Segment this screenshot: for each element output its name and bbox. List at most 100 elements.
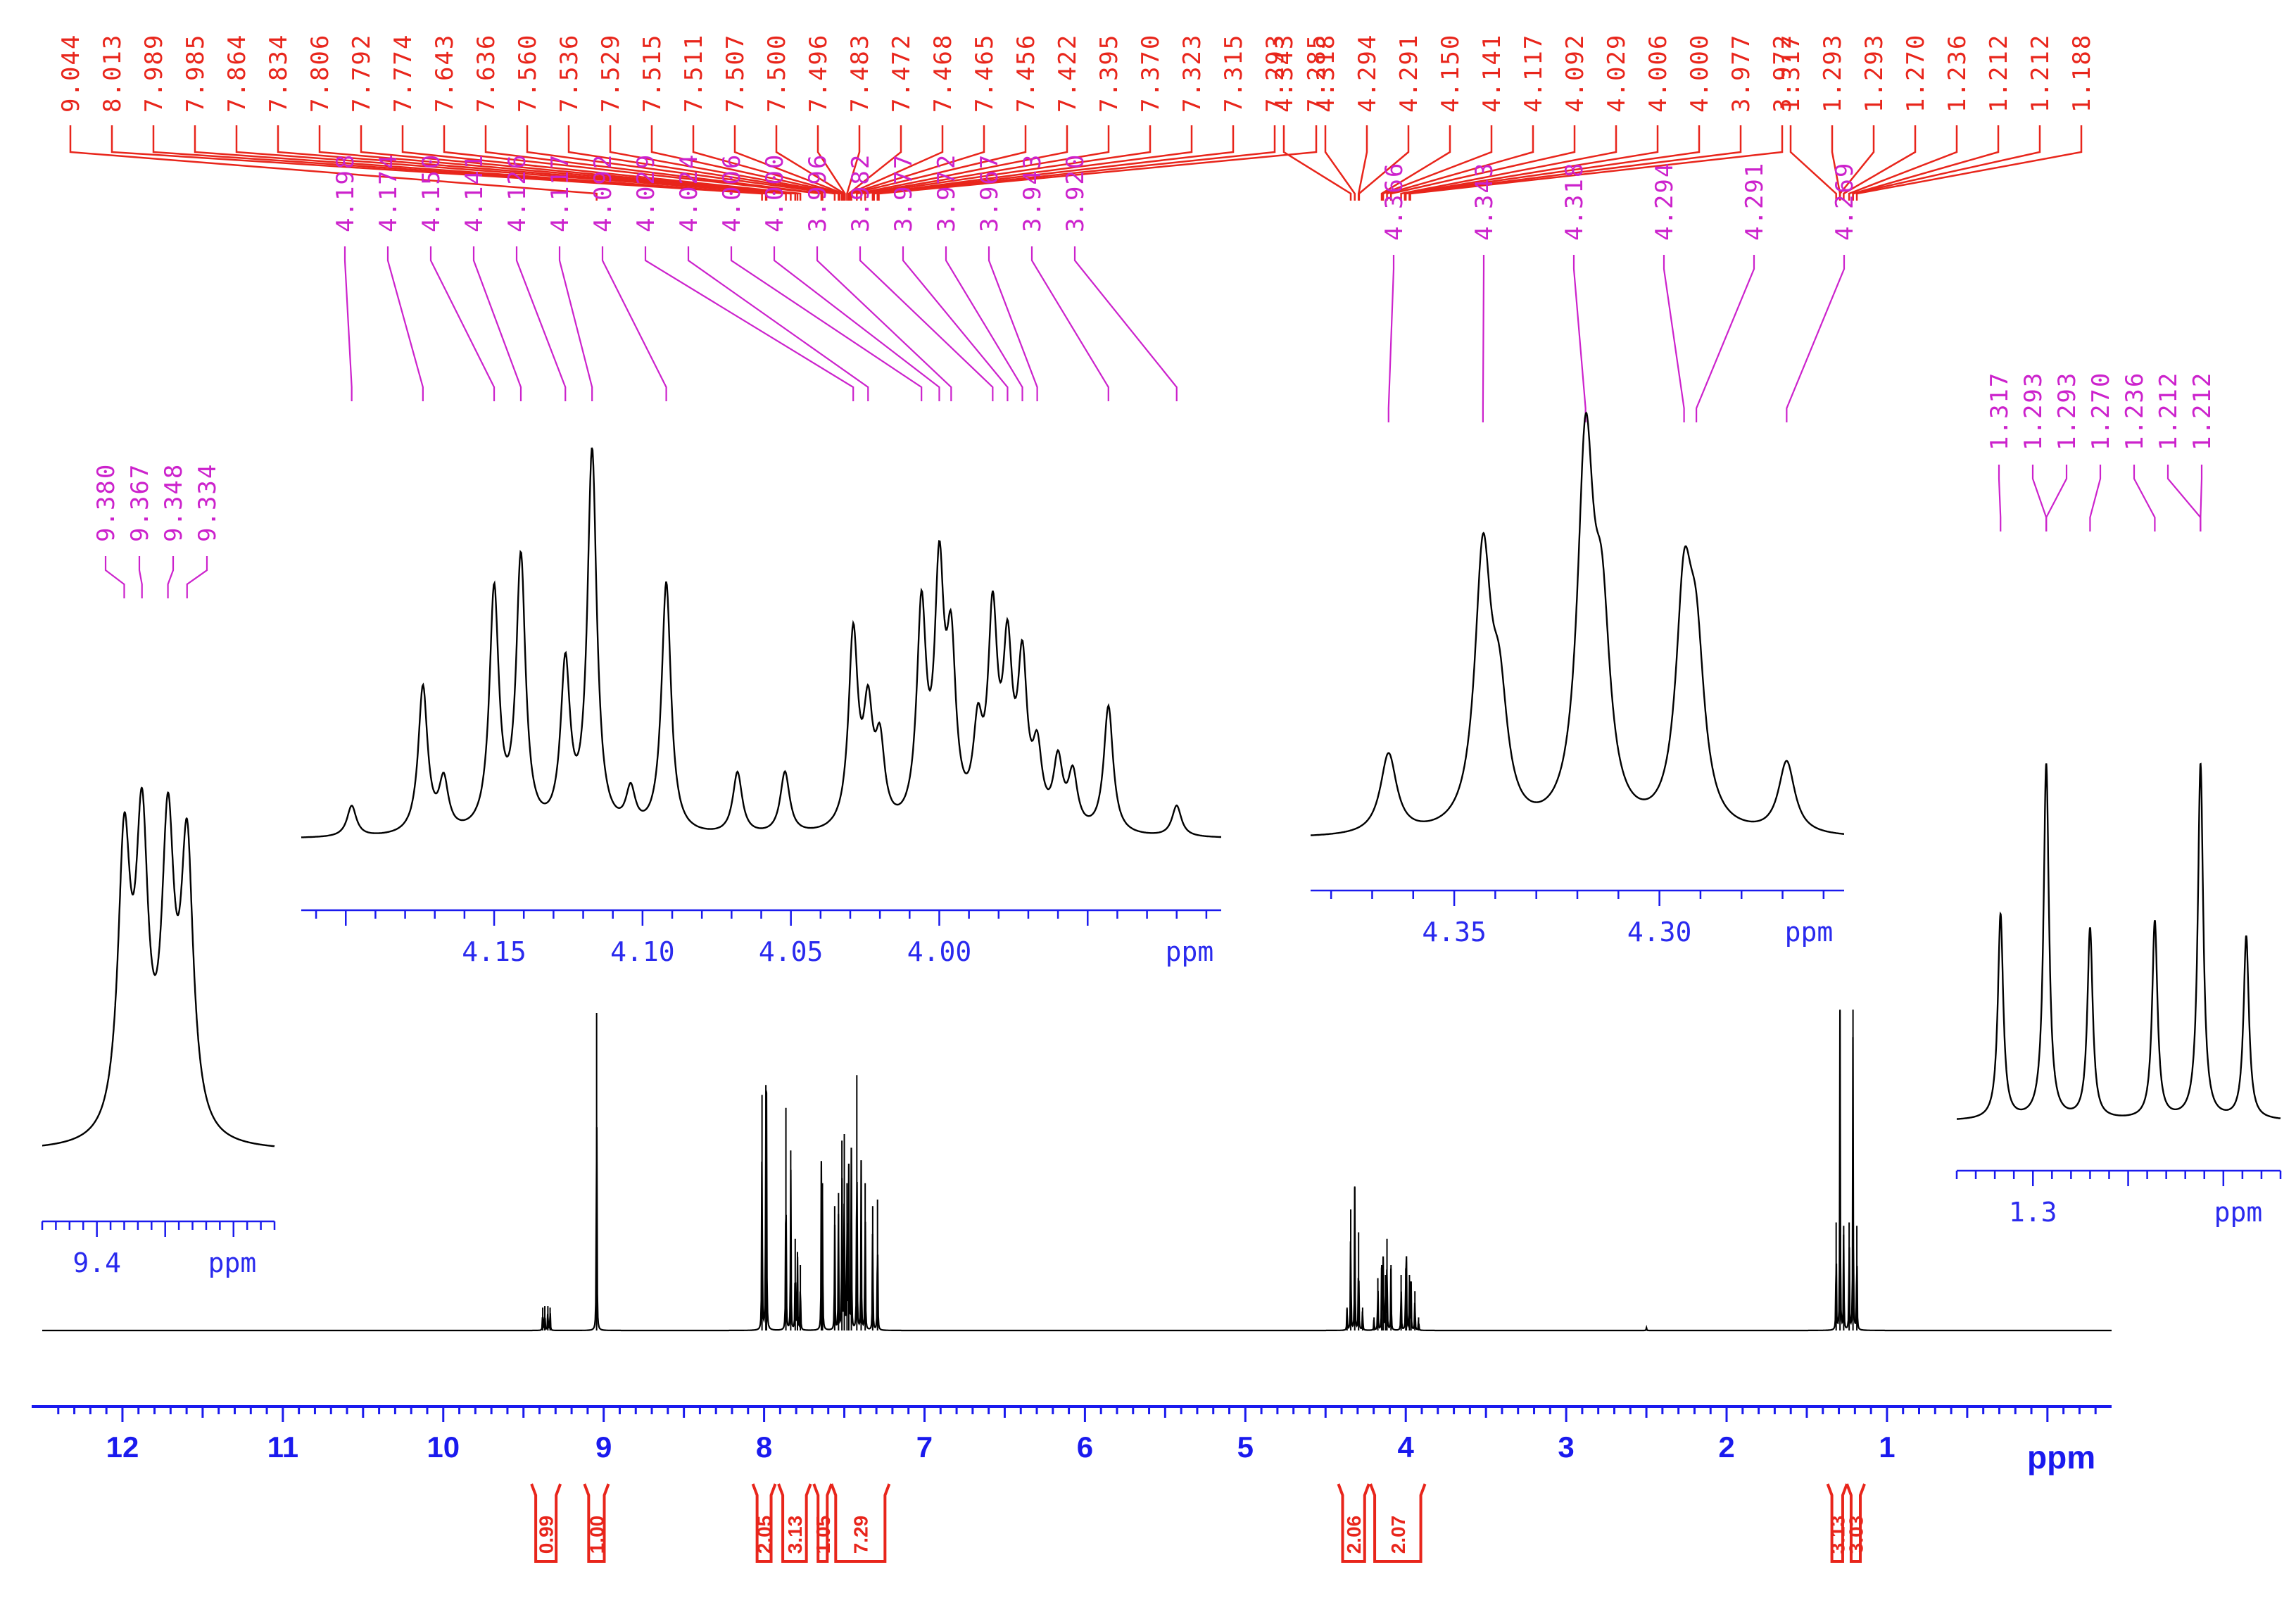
- peak-label: 7.315: [1220, 34, 1248, 113]
- peak-label: 7.468: [929, 34, 957, 113]
- peak-leader-line: [1409, 125, 1784, 201]
- peak-label: 7.989: [140, 34, 168, 113]
- inset-peak-label: 4.366: [1380, 162, 1408, 241]
- inset-leader-line: [687, 246, 869, 401]
- peak-leader-line: [864, 125, 1152, 201]
- main-axis-unit-label: ppm: [2027, 1439, 2095, 1476]
- peak-leader-line: [360, 125, 799, 201]
- main-spectrum: [42, 1009, 2112, 1332]
- peak-label: 1.188: [2068, 34, 2096, 113]
- inset-peak-label: 9.380: [92, 463, 120, 542]
- inset-leader-line: [988, 246, 1038, 401]
- peak-leader-line: [443, 125, 823, 201]
- main-axis-tick-label: 11: [267, 1430, 298, 1464]
- main-axis-tick-label: 8: [756, 1430, 772, 1464]
- inset-leader-line: [515, 246, 567, 401]
- integral-bracket-5: [830, 1483, 891, 1563]
- peak-leader-line: [1852, 125, 2041, 201]
- main-ppm-axis: 12 11 10 9 8 7 6 5 4 3 2 1: [32, 1405, 2112, 1464]
- integral-value: 3.13: [1827, 1516, 1848, 1554]
- inset-leader-line: [558, 246, 593, 401]
- peak-leader-line: [1855, 125, 2083, 201]
- inset-leader-line: [1482, 255, 1485, 422]
- inset-leader-line: [472, 246, 522, 401]
- peak-label: 7.985: [182, 34, 210, 113]
- inset-4.3-tick-label: 4.30: [1627, 917, 1692, 948]
- inset-9.4-trace: [42, 786, 275, 1147]
- inset-leader-line: [1387, 255, 1395, 422]
- inset-peak-label: 4.198: [332, 153, 360, 232]
- peak-label: 7.864: [223, 34, 251, 113]
- peak-label: 7.834: [265, 34, 293, 113]
- integral-value: 1.05: [812, 1516, 834, 1554]
- peak-label: 7.560: [514, 34, 542, 113]
- integral-bracket-1: [583, 1483, 610, 1563]
- main-spectrum-trace: [42, 1010, 2112, 1332]
- inset-peak-labels: 9.380 9.367 9.348 9.334 4.198 4.174 4.150 4.141…: [92, 153, 2216, 598]
- inset-4.1-trace: [301, 447, 1221, 838]
- peak-leader-line: [1282, 125, 1352, 201]
- peak-label: 7.472: [888, 34, 916, 113]
- peak-leader-line: [1380, 125, 1451, 201]
- integral-value: 3.03: [1845, 1516, 1867, 1554]
- inset-peak-label: 3.977: [890, 153, 918, 232]
- inset-leader-line: [1786, 255, 1846, 422]
- peak-label: 4.029: [1603, 34, 1631, 113]
- peak-label: 4.000: [1686, 34, 1714, 113]
- peak-label: 1.212: [1985, 34, 2013, 113]
- inset-peak-label: 4.150: [417, 153, 446, 232]
- inset-leader-line: [859, 246, 994, 401]
- inset-leader-line: [1695, 255, 1755, 422]
- inset-1.3-unit: ppm: [2214, 1197, 2263, 1228]
- inset-1.3-trace: [1957, 762, 2281, 1120]
- main-axis-tick-label: 12: [106, 1430, 139, 1464]
- inset-peak-label: 1.270: [2087, 372, 2115, 451]
- main-axis-tick-label: 1: [1879, 1430, 1895, 1464]
- inset-peak-label: 1.293: [2019, 372, 2048, 451]
- integral-value: 0.99: [536, 1516, 557, 1554]
- inset-peak-label: 3.972: [933, 153, 961, 232]
- inset-4.1-tick-label: 4.00: [907, 936, 972, 967]
- inset-peak-label: 4.318: [1560, 162, 1589, 241]
- peak-label: 7.456: [1012, 34, 1040, 113]
- main-axis-tick-label: 10: [427, 1430, 460, 1464]
- peak-leader-line: [873, 125, 1235, 201]
- peak-leader-line: [194, 125, 768, 201]
- inset-leader-line: [2031, 465, 2048, 531]
- inset-leader-line: [1073, 246, 1178, 401]
- main-axis-tick-label: 4: [1398, 1430, 1415, 1464]
- peak-label: 7.511: [680, 34, 708, 113]
- peak-label: 7.483: [846, 34, 874, 113]
- peak-label: 9.044: [57, 34, 85, 113]
- inset-peak-label: 4.092: [589, 153, 617, 232]
- inset-peak-label: 3.982: [847, 153, 875, 232]
- inset-peak-label: 9.348: [160, 463, 188, 542]
- peak-label: 1.270: [1902, 34, 1930, 113]
- integral-bracket-2: [751, 1483, 777, 1563]
- peak-label: 7.496: [805, 34, 833, 113]
- main-axis-tick-label: 2: [1718, 1430, 1734, 1464]
- integral-value: 2.07: [1387, 1516, 1409, 1554]
- peak-label: 7.323: [1178, 34, 1206, 113]
- peak-label: 3.972: [1769, 34, 1797, 113]
- peak-label: 4.343: [1270, 34, 1299, 113]
- integral-bracket-7: [1369, 1483, 1427, 1563]
- peak-label: 4.318: [1312, 34, 1340, 113]
- peak-label: 7.536: [555, 34, 584, 113]
- inset-peak-label: 4.029: [632, 153, 660, 232]
- main-axis-tick-label: 5: [1237, 1430, 1254, 1464]
- inset-leader-line: [945, 246, 1023, 401]
- inset-peak-label: 9.334: [194, 463, 222, 542]
- integral-value: 1.00: [586, 1516, 607, 1554]
- inset-peak-label: 9.367: [126, 463, 154, 542]
- peak-leader-line: [1400, 125, 1617, 201]
- peak-label: 7.792: [348, 34, 376, 113]
- peak-label: 7.285: [1303, 34, 1331, 113]
- peak-label: 7.643: [431, 34, 459, 113]
- integral-bracket-9: [1846, 1483, 1866, 1563]
- inset-peak-label: 4.174: [374, 153, 403, 232]
- peak-label: 4.150: [1437, 34, 1465, 113]
- inset-leader-line: [816, 246, 952, 401]
- inset-leader-line: [186, 556, 208, 598]
- integral-bracket-8: [1826, 1483, 1848, 1563]
